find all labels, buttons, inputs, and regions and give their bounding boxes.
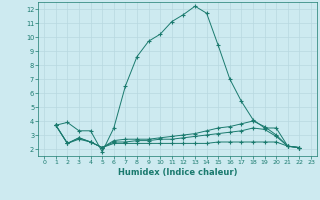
X-axis label: Humidex (Indice chaleur): Humidex (Indice chaleur) (118, 168, 237, 177)
